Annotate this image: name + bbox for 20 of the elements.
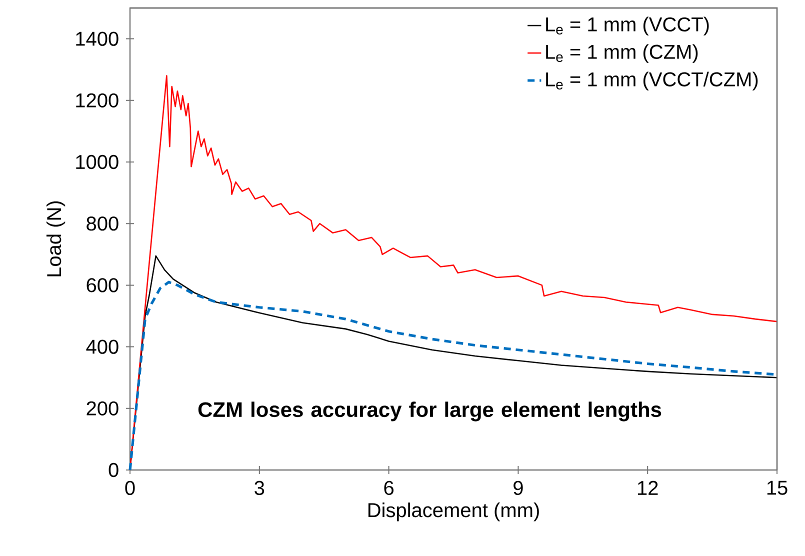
x-tick-label: 9 <box>514 480 523 496</box>
legend-label: L$_{e}$ = 1 mm (VCCT/CZM) <box>546 72 758 90</box>
y-tick-label: 1200 <box>76 93 118 108</box>
x-tick-label: 0 <box>125 480 135 496</box>
y-axis-title: Load (N) <box>46 201 66 276</box>
x-tick-label: 15 <box>767 480 788 495</box>
x-tick-label: 3 <box>254 480 264 496</box>
x-tick-label: 6 <box>384 480 394 496</box>
y-tick-label: 1400 <box>76 32 118 46</box>
y-tick-label: 1000 <box>76 154 118 170</box>
y-tick-label: 0 <box>108 462 118 478</box>
y-tick-label: 200 <box>86 401 118 416</box>
x-tick-label: 12 <box>638 480 658 495</box>
annotation: CZM loses accuracy for large element lengths <box>198 402 662 422</box>
x-axis-title: Displacement (mm) <box>368 502 539 522</box>
legend-label: L$_{e}$ = 1 mm (CZM) <box>546 44 698 63</box>
y-tick-label: 400 <box>86 340 118 354</box>
y-tick-label: 800 <box>86 216 118 231</box>
y-tick-label: 600 <box>86 278 118 292</box>
legend-label: L$_{e}$ = 1 mm (VCCT) <box>546 16 709 36</box>
